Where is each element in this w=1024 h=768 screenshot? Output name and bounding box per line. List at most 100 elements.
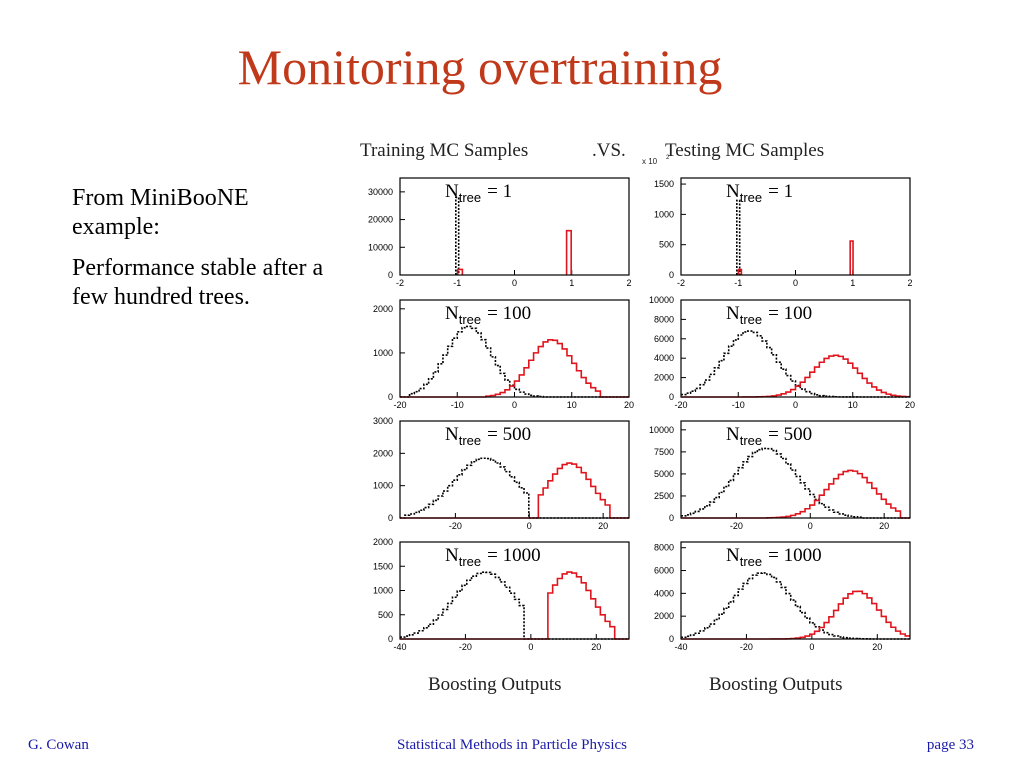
x-tick-label: 1 — [850, 278, 855, 288]
x-tick-label: 0 — [808, 521, 813, 531]
ntree-value: = 100 — [768, 303, 812, 324]
ntree-main: N — [445, 424, 459, 445]
ntree-label: Ntree = 1000 — [726, 545, 822, 569]
series-background-histogram — [400, 571, 629, 640]
series-signal-histogram — [681, 354, 910, 398]
y-tick-label: 2000 — [654, 373, 674, 383]
x-tick-label: 0 — [527, 521, 532, 531]
x-tick-label: 20 — [905, 400, 915, 410]
y-tick-label: 4000 — [654, 588, 674, 598]
y-tick-label: 1500 — [373, 561, 393, 571]
x-axis-label-testing: Boosting Outputs — [709, 674, 843, 695]
series-signal-histogram — [565, 229, 572, 275]
y-tick-label: 1000 — [373, 348, 393, 358]
y-tick-label: 10000 — [649, 425, 674, 435]
ntree-main: N — [726, 424, 740, 445]
panel-frame — [399, 299, 630, 398]
series-signal-histogram — [400, 462, 629, 519]
x-tick-label: 20 — [872, 642, 882, 652]
y-tick-label: 2500 — [654, 491, 674, 501]
y-tick-label: 7500 — [654, 447, 674, 457]
panel-training-row4: 0 500 1000 1500 2000 -40 -20 0 20 Ntree = 1000 — [373, 537, 630, 652]
y-tick-label: 2000 — [373, 304, 393, 314]
x-tick-label: -40 — [674, 642, 687, 652]
panel-frame — [680, 420, 911, 519]
left-text-block: From MiniBooNE example: Performance stab… — [72, 184, 327, 324]
series-background-histogram — [400, 457, 629, 519]
ntree-main: N — [445, 303, 459, 324]
x-tick-label: -2 — [677, 278, 685, 288]
x-tick-label: 0 — [793, 278, 798, 288]
y-tick-label: 1000 — [373, 481, 393, 491]
ntree-label: Ntree = 100 — [445, 303, 531, 327]
x-tick-label: 2 — [907, 278, 912, 288]
y-tick-label: 0 — [388, 270, 393, 280]
series-signal-histogram — [681, 469, 910, 519]
y-tick-label: 0 — [388, 513, 393, 523]
y-tick-label: 8000 — [654, 543, 674, 553]
ntree-main: N — [726, 181, 740, 202]
y-tick-label: 0 — [669, 513, 674, 523]
versus-label: .VS. — [592, 140, 626, 161]
x-tick-label: -20 — [730, 521, 743, 531]
x-tick-label: 0 — [793, 400, 798, 410]
series-signal-histogram — [737, 268, 743, 275]
ntree-sub: tree — [740, 190, 762, 205]
ntree-main: N — [445, 545, 459, 566]
x-tick-label: 0 — [809, 642, 814, 652]
series-signal-histogram — [457, 268, 464, 275]
ntree-main: N — [445, 181, 459, 202]
footer-author: G. Cowan — [28, 737, 89, 753]
panel-training-row2: 0 1000 2000 -20 -10 0 10 20 Ntree = 100 — [373, 299, 634, 410]
x-tick-label: -20 — [393, 400, 406, 410]
ntree-label: Ntree = 1 — [445, 181, 512, 205]
y-tick-label: 2000 — [373, 537, 393, 547]
y-tick-label: 1500 — [654, 179, 674, 189]
x-tick-label: 2 — [626, 278, 631, 288]
ntree-sub: tree — [740, 433, 762, 448]
ntree-value: = 1000 — [768, 545, 821, 566]
ntree-main: N — [726, 545, 740, 566]
series-signal-histogram — [849, 240, 854, 275]
panel-frame — [399, 541, 630, 640]
ntree-label: Ntree = 100 — [726, 303, 812, 327]
ntree-value: = 1 — [768, 181, 793, 202]
y-tick-label: 2000 — [654, 611, 674, 621]
y-tick-label: 0 — [388, 392, 393, 402]
panel-testing-row3: 0 2500 5000 7500 10000 -20 0 20 Ntree = 500 — [649, 420, 911, 531]
ntree-label: Ntree = 1000 — [445, 545, 541, 569]
x-tick-label: -40 — [393, 642, 406, 652]
panel-training-row1: 0 10000 20000 30000 -2 -1 0 1 2 Ntree = 1 — [368, 177, 632, 288]
x-tick-label: 0 — [528, 642, 533, 652]
x-tick-label: -1 — [453, 278, 461, 288]
panel-testing-row1: 0 500 1000 1500 -2 -1 0 1 2 Ntree = 1 — [654, 177, 913, 288]
panel-frame — [399, 420, 630, 519]
x-tick-label: 20 — [598, 521, 608, 531]
y-tick-label: 500 — [378, 610, 393, 620]
y-tick-label: 0 — [388, 634, 393, 644]
ntree-label: Ntree = 500 — [445, 424, 531, 448]
series-background-histogram — [681, 447, 910, 519]
x-tick-label: 20 — [591, 642, 601, 652]
ntree-value: = 1 — [487, 181, 512, 202]
y-tick-label: 10000 — [368, 242, 393, 252]
training-column-title: Training MC Samples — [360, 140, 528, 161]
y-tick-label: 500 — [659, 240, 674, 250]
ntree-sub: tree — [459, 433, 481, 448]
testing-column-title: Testing MC Samples — [665, 140, 824, 161]
panel-frame — [399, 177, 630, 276]
paragraph-source: From MiniBooNE example: — [72, 185, 249, 240]
series-signal-histogram — [681, 590, 910, 640]
series-background-histogram — [681, 572, 910, 640]
x-tick-label: -1 — [734, 278, 742, 288]
footer-course: Statistical Methods in Particle Physics — [397, 737, 627, 753]
y-tick-label: 8000 — [654, 314, 674, 324]
x-tick-label: -2 — [396, 278, 404, 288]
y-tick-label: 2000 — [373, 448, 393, 458]
ntree-label: Ntree = 1 — [726, 181, 793, 205]
slide-title: Monitoring overtraining — [237, 39, 723, 95]
ntree-sub: tree — [740, 312, 762, 327]
panel-testing-row4: 0 2000 4000 6000 8000 -40 -20 0 20 Ntree = 1000 — [654, 541, 911, 652]
y-tick-label: 10000 — [649, 295, 674, 305]
